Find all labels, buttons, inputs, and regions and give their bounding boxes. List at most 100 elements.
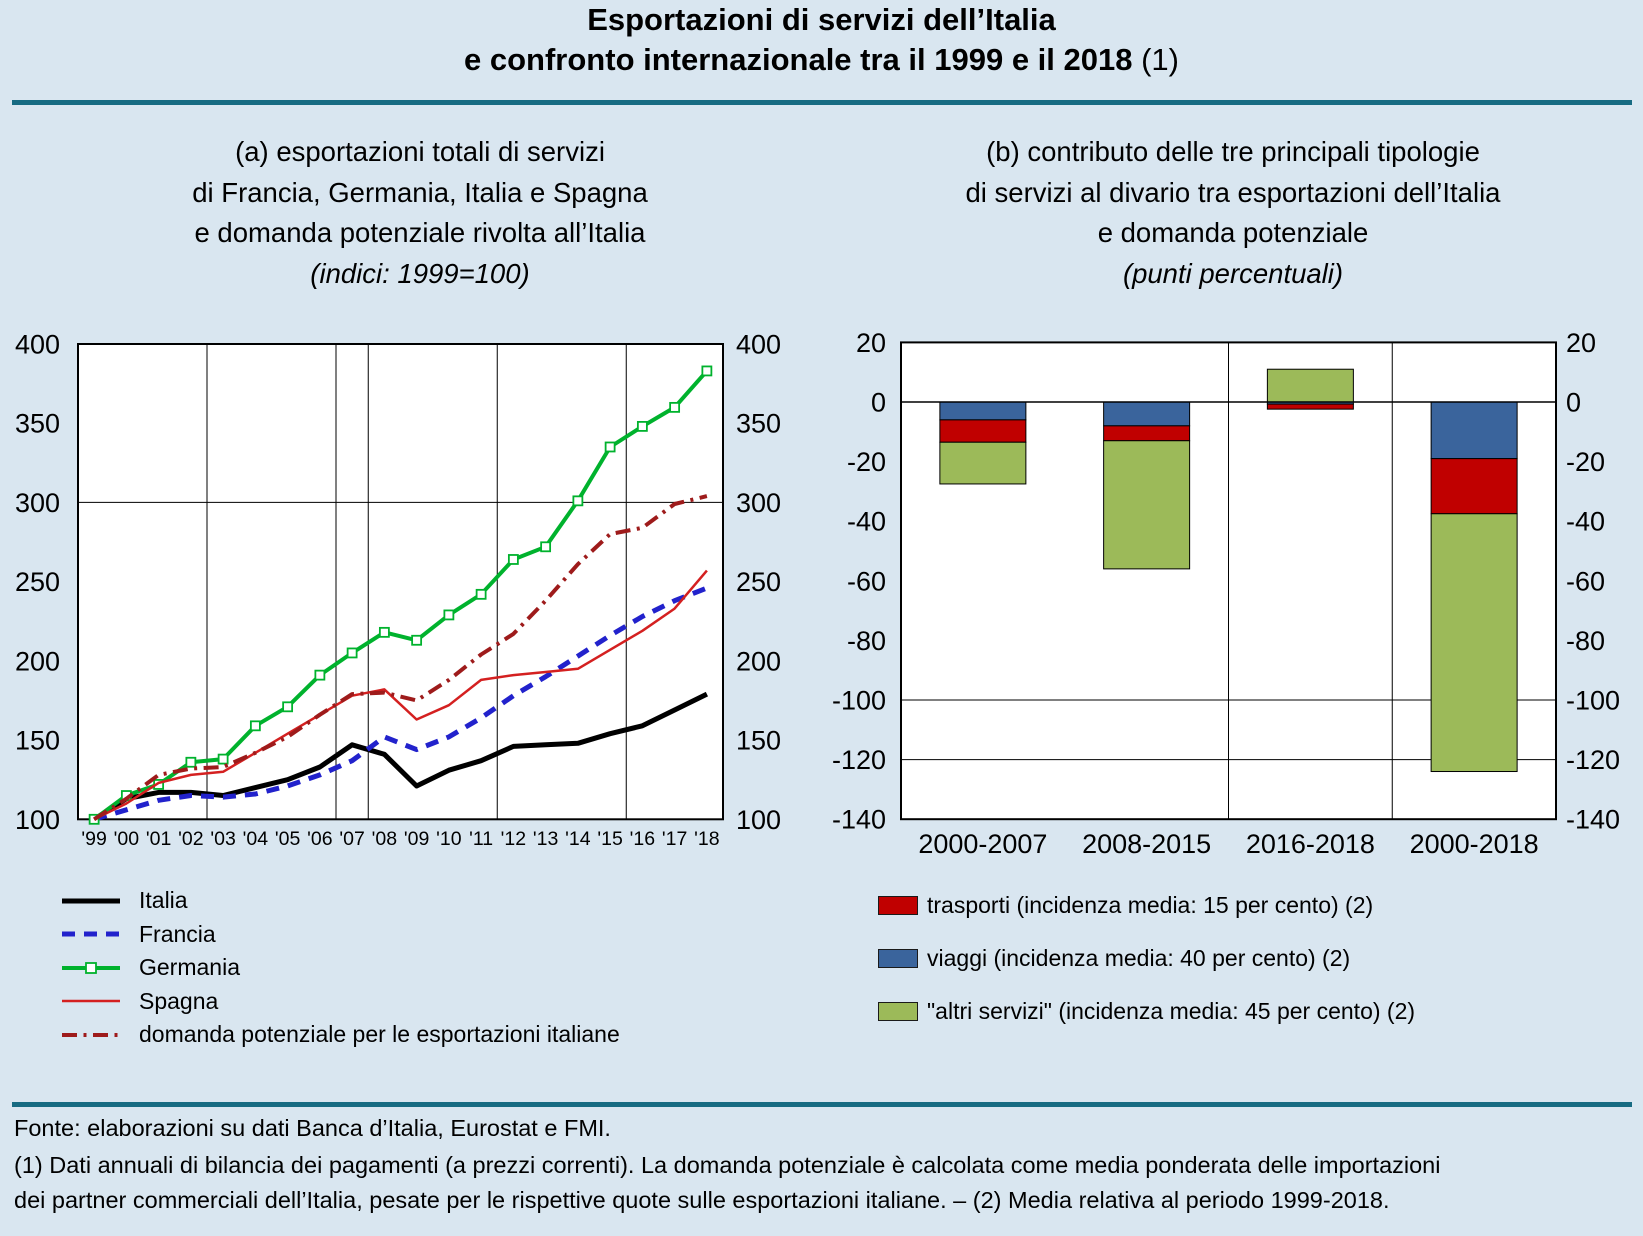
series-line-italia (92, 691, 709, 822)
bar-segment-trasporti (1266, 403, 1354, 410)
series-marker (669, 401, 681, 413)
y-axis-label-left: 0 (871, 388, 886, 418)
y-axis-label-right: -80 (1566, 626, 1605, 656)
y-axis-label-left: -100 (832, 686, 886, 716)
y-axis-label-left: 200 (15, 646, 60, 676)
series-marker (314, 669, 326, 681)
series-line-domanda (93, 494, 708, 821)
x-axis-label: '12 (501, 828, 526, 850)
x-axis-label: '08 (372, 828, 397, 850)
panel-a-title-line2: di Francia, Germania, Italia e Spagna (192, 176, 648, 208)
y-axis-label-left: 300 (15, 488, 60, 518)
panel-a-title-line3: e domanda potenziale rivolta all’Italia (194, 217, 646, 248)
x-axis-label: 2000-2007 (918, 829, 1047, 859)
legend-label: trasporti (incidenza media: 15 per cento… (927, 891, 1374, 918)
legend-label: Germania (139, 954, 240, 981)
panel-a-subtitle: (indici: 1999=100) (310, 257, 530, 289)
x-axis-label: 2016-2018 (1246, 829, 1375, 859)
footer-note-line2: dei partner commerciali dell’Italia, pes… (14, 1187, 1390, 1213)
panel-a-line-chart: 400 400 350 350 300 300 250 250 200 200 150 150 100 1… (15, 330, 781, 851)
panel-a-legend: Italia Francia Germania Spagna domanda poten… (62, 884, 782, 1052)
y-axis-label-right: 400 (736, 330, 781, 360)
legend-label: Francia (139, 920, 216, 947)
series-marker (185, 756, 197, 768)
panel-b-legend: trasporti (incidenza media: 15 per cento… (878, 892, 1618, 1055)
series-marker (443, 609, 455, 621)
footer-rule (12, 1102, 1632, 1107)
bar-segment-viaggi (1430, 401, 1518, 460)
x-axis-label: '06 (307, 828, 332, 850)
figure-title-note: (1) (1141, 42, 1179, 77)
figure-title: Esportazioni di servizi dell’Italia e co… (0, 0, 1643, 80)
y-axis-label-right: -120 (1566, 745, 1620, 775)
legend-line-swatch (62, 931, 120, 937)
y-axis-label-left: 400 (15, 330, 60, 360)
series-marker (636, 420, 648, 432)
y-axis-label-left: -120 (832, 745, 886, 775)
x-axis-label: '14 (565, 828, 591, 850)
x-axis-label: '09 (404, 828, 429, 850)
legend-color-swatch (878, 948, 918, 968)
series-marker (378, 626, 390, 638)
panel-a-title-line1: (a) esportazioni totali di servizi (235, 136, 605, 167)
x-axis-label: '17 (662, 828, 687, 850)
x-axis-label: '99 (81, 828, 106, 850)
panel-b-title: (b) contributo delle tre principali tipo… (823, 132, 1643, 294)
x-axis-label: '07 (339, 828, 364, 850)
y-axis-label-right: -140 (1566, 805, 1620, 835)
series-marker (282, 701, 294, 713)
panel-b-title-line2: di servizi al divario tra esportazioni d… (965, 176, 1501, 208)
legend-item-viaggi: viaggi (incidenza media: 40 per cento) (… (878, 945, 1618, 971)
panel-b-title-line3: e domanda potenziale (1097, 217, 1369, 248)
y-axis-label-left: -60 (847, 566, 886, 596)
bar-segment-altri-servizi (1266, 368, 1354, 403)
y-axis-label-left: 350 (15, 409, 60, 439)
y-axis-label-right: -20 (1566, 447, 1605, 477)
panel-b-bar-chart: 2000-2007 2008-2015 2016-2018 2000-2018 20 20… (832, 328, 1620, 859)
x-axis-label: '05 (275, 828, 301, 850)
y-axis-label-right: 100 (736, 805, 781, 835)
bar-segment-altri-servizi (1103, 440, 1191, 570)
plot-area (77, 343, 724, 821)
y-axis-label-right: 200 (736, 646, 781, 676)
legend-color-swatch (878, 1001, 918, 1021)
legend-line-swatch (62, 1032, 120, 1037)
y-axis-label-right: 20 (1566, 328, 1596, 358)
bar-segment-altri-servizi (1430, 513, 1518, 773)
panel-b-subtitle: (punti percentuali) (1122, 257, 1344, 289)
legend-label: "altri servizi" (incidenza media: 45 per… (927, 997, 1416, 1024)
legend-label: Italia (139, 887, 188, 914)
bar-segment-trasporti (939, 419, 1027, 443)
legend-item-spagna: Spagna (62, 985, 782, 1019)
x-axis-label: '04 (243, 828, 269, 850)
y-axis-label-right: 0 (1566, 388, 1581, 418)
series-marker (411, 634, 423, 646)
footer-note-line1: (1) Dati annuali di bilancia dei pagamen… (14, 1152, 1441, 1178)
y-axis-label-left: -20 (847, 447, 886, 477)
y-axis-label-right: -60 (1566, 566, 1605, 596)
legend-item-italia: Italia (62, 884, 782, 918)
legend-item-domanda: domanda potenziale per le esportazioni i… (62, 1018, 782, 1052)
y-axis-label-left: 100 (15, 805, 60, 835)
legend-marker (85, 961, 97, 974)
legend-item-germania: Germania (62, 951, 782, 985)
x-axis-label: 2000-2018 (1410, 829, 1539, 859)
y-axis-label-right: -100 (1566, 686, 1620, 716)
figure-title-line2: e confronto internazionale tra il 1999 e… (464, 42, 1179, 77)
panel-a-title: (a) esportazioni totali di servizi di Fr… (10, 132, 830, 294)
legend-label: Spagna (139, 987, 219, 1014)
x-axis-label: '00 (114, 828, 140, 850)
x-axis-label: '18 (694, 828, 719, 850)
legend-color-swatch (878, 895, 918, 915)
series-marker (604, 441, 616, 453)
figure-title-line1: Esportazioni di servizi dell’Italia (587, 2, 1056, 37)
series-marker (572, 495, 584, 507)
bar-segment-trasporti (1103, 425, 1191, 442)
y-axis-label-left: 150 (15, 726, 60, 756)
legend-line-swatch (62, 1000, 120, 1003)
series-marker (475, 588, 487, 600)
y-axis-label-right: 350 (736, 409, 781, 439)
bar-segment-trasporti (1430, 458, 1518, 515)
series-marker (507, 554, 519, 565)
series-line-spagna (93, 569, 708, 821)
